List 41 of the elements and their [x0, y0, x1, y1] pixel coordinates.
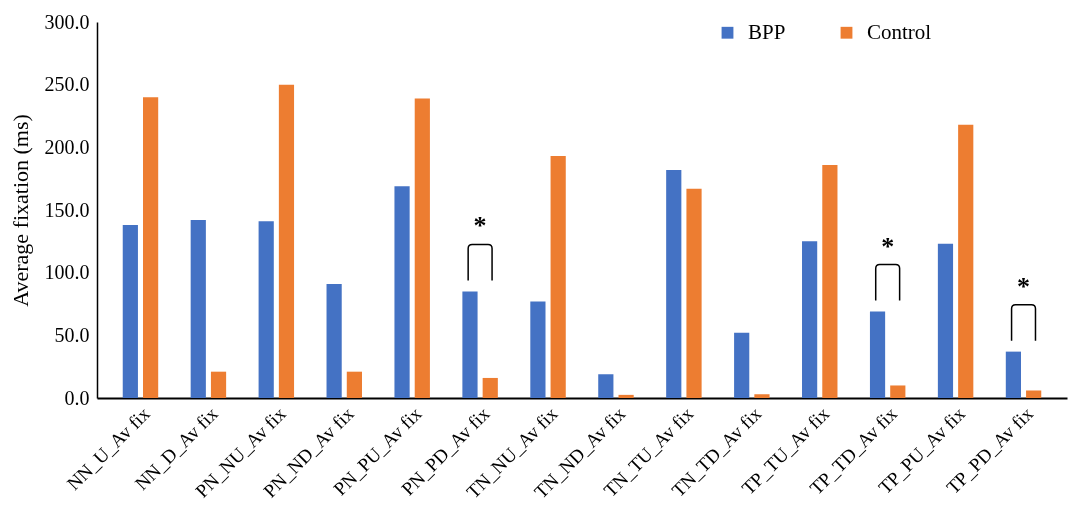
y-tick-label: 150.0 [44, 198, 90, 221]
bar [394, 186, 410, 398]
bar [278, 84, 295, 398]
legend-label: BPP [748, 19, 786, 44]
bar [326, 283, 342, 398]
bar [258, 221, 274, 398]
bar [122, 225, 138, 398]
bar [958, 124, 974, 398]
bar [666, 169, 682, 398]
bar [210, 371, 227, 398]
annotation: * [881, 231, 895, 261]
bar [190, 220, 206, 398]
y-tick-label: 50.0 [54, 323, 90, 346]
y-axis-title: Average fixation (ms) [7, 114, 33, 307]
annotation: * [473, 211, 487, 241]
bar [598, 374, 614, 398]
bar [937, 243, 954, 398]
y-tick-label: 0.0 [64, 386, 90, 409]
bar [143, 97, 159, 398]
y-tick-label: 300.0 [44, 10, 90, 33]
bar [346, 371, 362, 398]
bar [1005, 351, 1021, 398]
bar [414, 98, 430, 398]
bar [686, 188, 702, 398]
bar [822, 164, 838, 398]
bar [550, 156, 566, 398]
bar [869, 311, 886, 398]
y-tick-label: 200.0 [44, 135, 90, 158]
bar [754, 394, 770, 398]
y-tick-label: 100.0 [44, 261, 90, 284]
bar [482, 377, 498, 398]
bar [734, 332, 750, 398]
bar [462, 291, 478, 398]
bar [890, 385, 906, 398]
bar [530, 301, 546, 398]
bar [802, 241, 818, 398]
y-tick-label: 250.0 [44, 73, 90, 96]
annotation: * [1017, 271, 1031, 301]
bar [1026, 390, 1042, 398]
legend-label: Control [867, 19, 932, 44]
bar [618, 394, 634, 398]
